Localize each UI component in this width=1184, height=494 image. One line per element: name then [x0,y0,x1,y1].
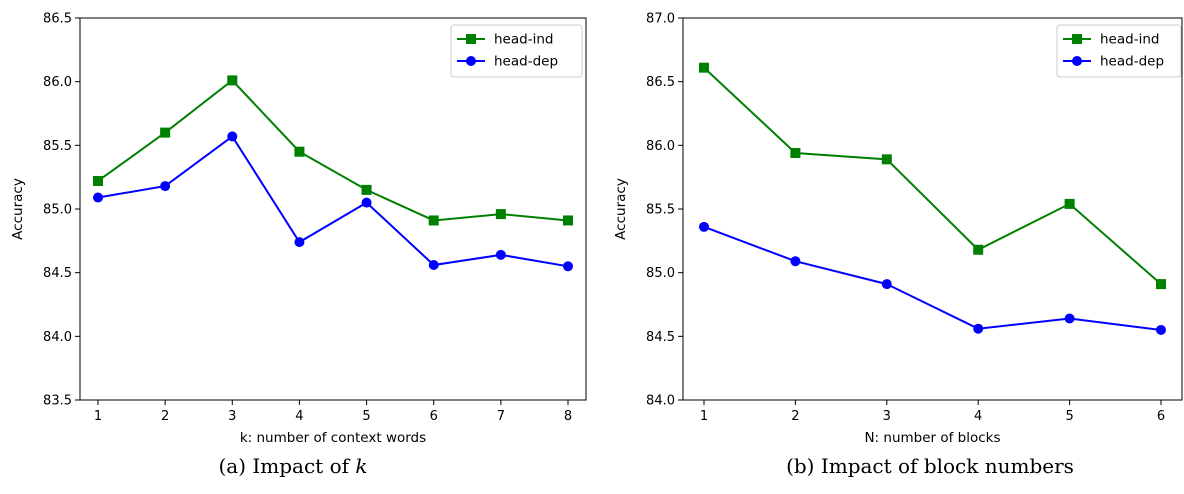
y-tick-label: 84.5 [43,266,72,281]
data-point-head-ind [93,175,103,186]
data-point-head-ind [428,215,439,226]
data-point-head-ind [699,62,709,73]
y-axis-label: Accuracy [10,178,26,240]
data-point-head-dep [699,221,709,232]
caption-a: (a) Impact of k [218,454,367,478]
data-point-head-dep [160,181,171,192]
x-tick-label: 7 [497,409,505,424]
y-tick-label: 86.0 [43,75,72,90]
x-tick-label: 6 [430,409,438,424]
data-point-head-dep [495,249,506,260]
x-tick-label: 6 [1157,409,1165,424]
legend-marker-head-ind [1072,34,1082,44]
x-tick-label: 2 [791,409,799,424]
y-tick-label: 86.0 [646,139,675,154]
y-axis-label: Accuracy [613,178,629,240]
y-tick-label: 86.5 [43,12,72,27]
series-line-head-ind [97,79,569,222]
y-tick-label: 85.5 [646,203,675,218]
legend-label-head-ind: head-ind [1100,32,1159,48]
data-point-head-dep [1064,313,1075,324]
data-point-head-ind [563,215,573,226]
legend: head-ind head-dep [1056,24,1182,78]
data-point-head-ind [361,184,372,195]
legend-marker-head-ind [466,34,476,44]
x-tick-label: 1 [94,409,102,424]
y-tick-label: 84.5 [646,330,675,345]
data-point-head-dep [227,131,238,142]
chart-panel-a: 83.5 84.0 84.5 85.0 85.5 86.0 86.5 1 2 3 4 5 6 7 8 k: n… [10,12,587,446]
data-point-head-ind [294,146,305,157]
data-point-head-dep [294,237,305,248]
legend: head-ind head-dep [450,24,583,78]
x-tick-label: 2 [161,409,169,424]
x-tick-label: 5 [1065,409,1073,424]
data-point-head-dep [881,279,892,290]
caption-a-variable: k [355,454,368,478]
x-axis-label: k: number of context words [240,430,426,446]
x-tick-label: 4 [295,409,303,424]
data-point-head-ind [1156,279,1166,290]
x-tick-label: 3 [228,409,236,424]
legend-label-head-dep: head-dep [494,54,558,70]
legend-marker-head-dep [466,56,476,66]
y-tick-label: 84.0 [646,394,675,409]
y-tick-label: 85.0 [43,203,72,218]
data-point-head-dep [790,256,801,267]
x-tick-label: 4 [974,409,982,424]
x-axis-label: N: number of blocks [864,430,1000,446]
x-tick-label: 8 [564,409,572,424]
x-tick-label: 3 [883,409,891,424]
data-point-head-dep [563,261,573,272]
series-line-head-ind [703,66,1162,285]
y-tick-label: 83.5 [43,394,72,409]
legend-label-head-dep: head-dep [1100,54,1164,70]
caption-a-text: (a) Impact of [218,454,350,478]
y-tick-label: 85.5 [43,139,72,154]
data-point-head-ind [1064,198,1075,209]
data-point-head-dep [428,260,439,271]
data-point-head-ind [881,154,892,165]
x-tick-label: 5 [362,409,370,424]
y-tick-label: 84.0 [43,330,72,345]
data-point-head-dep [1156,324,1166,335]
data-point-head-ind [227,75,238,86]
data-point-head-ind [790,147,801,158]
y-tick-label: 87.0 [646,12,675,27]
data-point-head-dep [973,323,984,334]
data-point-head-ind [495,209,506,220]
y-tick-label: 86.5 [646,75,675,90]
caption-b: (b) Impact of block numbers [786,454,1074,478]
chart-panel-b: 84.0 84.5 85.0 85.5 86.0 86.5 87.0 1 2 3 4 5 6 N: num… [613,12,1183,446]
series-line-head-dep [97,134,569,268]
legend-marker-head-dep [1072,56,1082,66]
data-point-head-ind [973,244,984,255]
y-tick-label: 85.0 [646,266,675,281]
caption-b-text: (b) Impact of block numbers [786,454,1074,478]
x-tick-label: 1 [700,409,708,424]
data-point-head-ind [160,127,171,138]
series-line-head-dep [703,225,1162,331]
data-point-head-dep [361,197,372,208]
data-point-head-dep [93,192,103,203]
legend-label-head-ind: head-ind [494,32,553,48]
